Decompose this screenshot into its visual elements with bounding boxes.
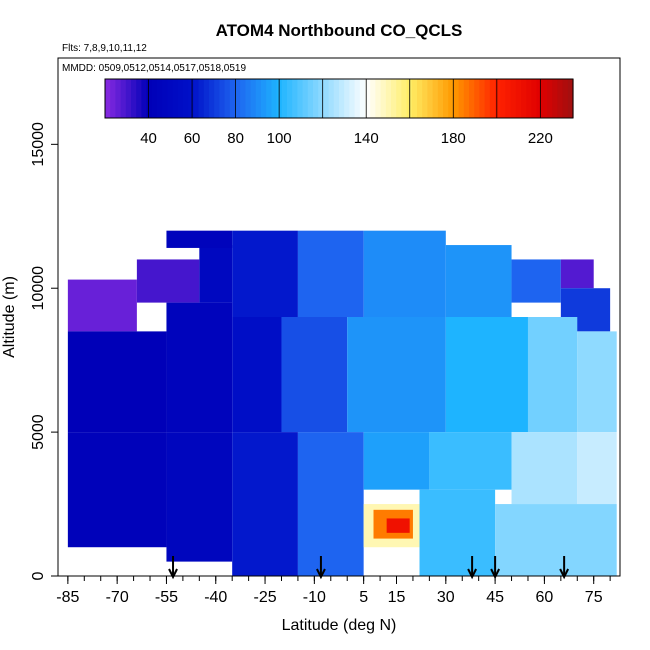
flight-arrow [559, 556, 570, 580]
heatmap-cell [166, 302, 233, 433]
heatmap-cells [67, 230, 617, 576]
x-tick-label: 5 [359, 589, 368, 606]
heatmap-cell [445, 245, 512, 317]
heatmap-cell [232, 432, 298, 576]
y-tick-label: 10000 [30, 266, 47, 311]
heatmap-cell [363, 230, 446, 317]
heatmap-cell [527, 317, 578, 433]
heatmap-cell [281, 317, 348, 433]
flight-arrow [467, 556, 477, 580]
colorbar: 40 60 80 100 140 180 220 [104, 78, 574, 147]
chart-title: ATOM4 Northbound CO_QCLS [216, 21, 463, 40]
heatmap-cell [297, 230, 364, 317]
heatmap-cell [445, 317, 528, 433]
colorbar-label: 220 [528, 130, 553, 147]
heatmap-cell [166, 230, 233, 248]
heatmap-cell [511, 432, 578, 505]
x-tick-label: -40 [204, 589, 227, 606]
heatmap-cell [577, 331, 617, 433]
flight-arrows [168, 556, 570, 580]
heatmap-cell [560, 259, 594, 289]
heatmap-cell [232, 317, 282, 433]
heatmap-cell [419, 489, 496, 576]
x-axis: -85 -70 -55 -40 -25 -10 5 15 30 45 60 75 [56, 576, 611, 606]
x-axis-label: Latitude (deg N) [282, 617, 397, 634]
colorbar-label: 60 [184, 130, 201, 147]
heatmap-cell [429, 432, 512, 490]
colorbar-label: 40 [140, 130, 157, 147]
heatmap-cell [136, 259, 200, 303]
x-tick-label: -10 [303, 589, 326, 606]
heatmap-cell [67, 331, 167, 433]
heatmap-cell [232, 230, 298, 317]
plot-frame [57, 57, 621, 577]
x-tick-label: -85 [56, 589, 79, 606]
y-tick-label: 15000 [30, 122, 47, 167]
colorbar-label: 100 [267, 130, 292, 147]
flight-arrow [316, 556, 326, 580]
heatmap-cell [363, 432, 430, 490]
colorbar-label: 180 [441, 130, 466, 147]
x-tick-label: 45 [486, 589, 504, 606]
y-axis-label: Altitude (m) [1, 276, 18, 358]
flights-label: Flts: 7,8,9,10,11,12 [62, 43, 147, 54]
heatmap-cell [199, 245, 233, 303]
heatmap-cell [577, 432, 617, 505]
x-tick-label: 60 [536, 589, 554, 606]
y-tick-label: 0 [30, 571, 47, 580]
x-tick-label: 75 [585, 589, 603, 606]
dates-label: MMDD: 0509,0512,0514,0517,0518,0519 [62, 63, 246, 74]
y-axis: 0 5000 10000 15000 [30, 122, 58, 580]
heatmap-cell [67, 279, 137, 332]
x-tick-label: 15 [388, 589, 406, 606]
flight-arrow [168, 556, 178, 580]
heatmap-cell [386, 518, 410, 533]
colorbar-label: 140 [354, 130, 379, 147]
x-tick-label: -55 [155, 589, 178, 606]
heatmap-cell [495, 504, 617, 576]
x-tick-label: -70 [106, 589, 129, 606]
y-tick-label: 5000 [30, 414, 47, 450]
heatmap-cell [166, 432, 233, 562]
heatmap-cell [511, 259, 561, 303]
heatmap-cell [297, 432, 364, 576]
heatmap-cell [67, 432, 167, 548]
x-tick-label: 30 [437, 589, 455, 606]
heatmap-cell [347, 317, 446, 433]
x-tick-label: -25 [253, 589, 276, 606]
colorbar-label: 80 [227, 130, 244, 147]
